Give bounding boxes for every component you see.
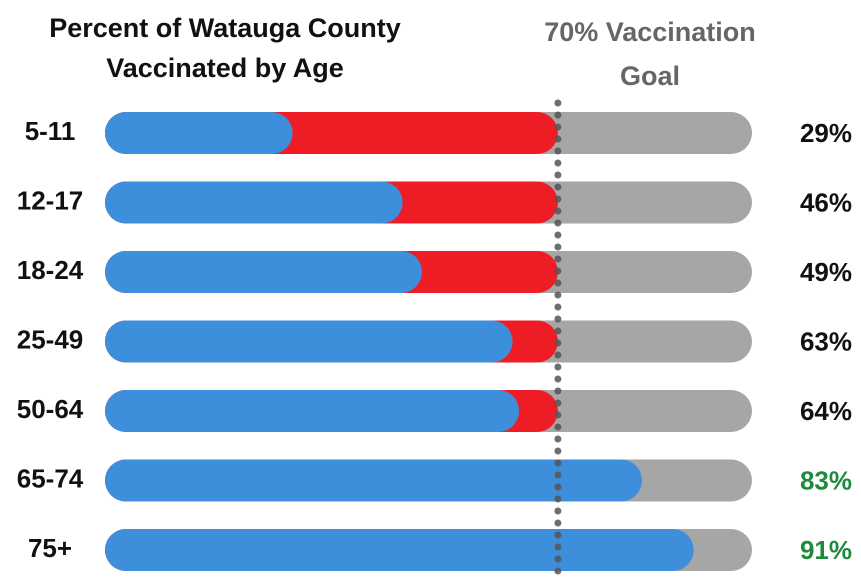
category-label: 75+ [28, 533, 72, 563]
bar [105, 112, 293, 154]
value-label: 49% [800, 257, 852, 287]
category-label: 50-64 [17, 394, 84, 424]
category-label: 18-24 [17, 255, 84, 285]
bar [105, 251, 423, 293]
value-label: 64% [800, 396, 852, 426]
bar [105, 320, 513, 363]
bar [105, 459, 643, 502]
value-label: 29% [800, 118, 852, 148]
value-label: 63% [800, 326, 852, 356]
goal-label: 70% Vaccination Goal [544, 17, 756, 91]
bar [105, 529, 694, 571]
value-label: 91% [800, 535, 852, 565]
chart-title: Percent of Watauga County Vaccinated by … [49, 13, 401, 83]
bar [105, 390, 520, 432]
value-label: 83% [800, 465, 852, 495]
value-label: 46% [800, 187, 852, 217]
category-label: 25-49 [17, 324, 84, 354]
category-label: 12-17 [17, 185, 84, 215]
bar [105, 181, 403, 224]
category-label: 5-11 [25, 116, 76, 146]
category-label: 65-74 [17, 463, 84, 493]
